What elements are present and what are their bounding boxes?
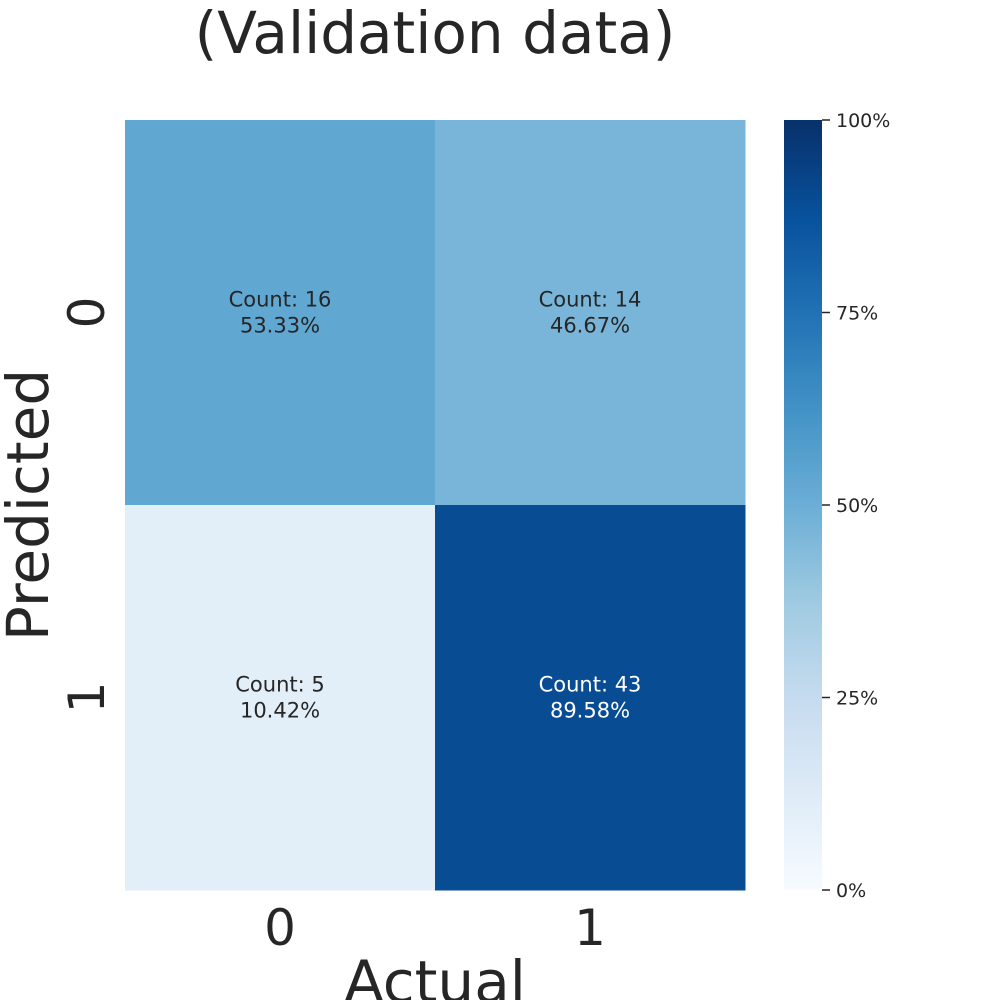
colorbar bbox=[784, 120, 822, 890]
heatmap-cell bbox=[125, 120, 436, 506]
chart-title: (Validation data) bbox=[195, 0, 676, 67]
colorbar-tick-label: 25% bbox=[836, 688, 878, 710]
colorbar-tick-label: 50% bbox=[836, 495, 878, 517]
heatmap-cell bbox=[435, 120, 746, 506]
cell-percent-label: 89.58% bbox=[550, 699, 630, 723]
colorbar-ticks: 0% 25% 50% 75% 100% bbox=[822, 110, 890, 902]
colorbar-tick-label: 100% bbox=[836, 110, 890, 132]
cell-count-label: Count: 16 bbox=[229, 288, 332, 312]
cell-percent-label: 10.42% bbox=[240, 699, 320, 723]
heatmap-cell bbox=[435, 505, 746, 891]
cell-count-label: Count: 43 bbox=[539, 673, 642, 697]
x-axis-label: Actual bbox=[344, 948, 526, 1000]
y-axis-ticks: 01 bbox=[58, 297, 116, 714]
colorbar-tick-label: 0% bbox=[836, 880, 866, 902]
y-tick-label: 1 bbox=[58, 682, 116, 714]
cell-count-label: Count: 5 bbox=[235, 673, 324, 697]
x-tick-label: 0 bbox=[264, 899, 296, 957]
cell-percent-label: 46.67% bbox=[550, 314, 630, 338]
y-axis-label: Predicted bbox=[0, 369, 62, 641]
cell-percent-label: 53.33% bbox=[240, 314, 320, 338]
y-tick-label: 0 bbox=[58, 297, 116, 329]
cell-count-label: Count: 14 bbox=[539, 288, 642, 312]
heatmap-cell bbox=[125, 505, 436, 891]
colorbar-tick-label: 75% bbox=[836, 303, 878, 325]
x-tick-label: 1 bbox=[574, 899, 606, 957]
heatmap-cells bbox=[125, 120, 746, 891]
